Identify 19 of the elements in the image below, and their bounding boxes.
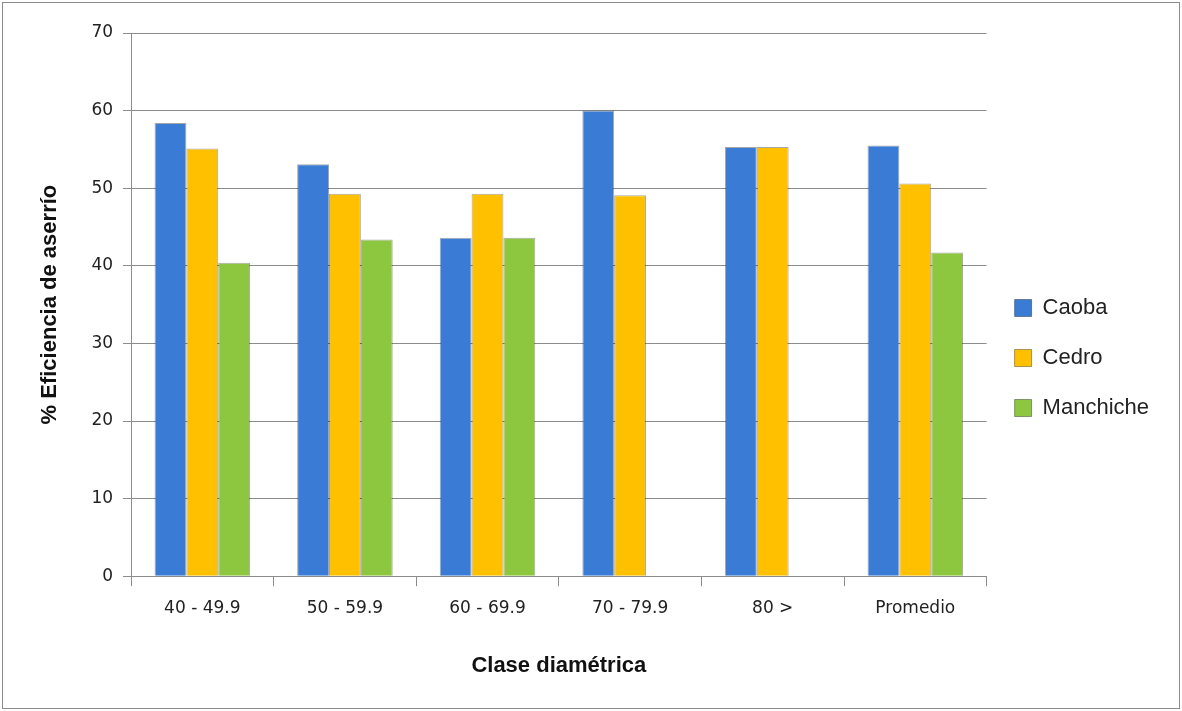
x-tick-label: Promedio [875, 596, 956, 617]
y-tick-label: 0 [102, 564, 114, 585]
legend-label: Caoba [1042, 294, 1109, 320]
y-tick-label: 50 [91, 176, 114, 197]
y-tick-label: 60 [91, 99, 114, 120]
x-tick-label: 40 - 49.9 [164, 596, 241, 617]
y-tick-label: 70 [91, 21, 114, 42]
x-tick-label: 50 - 59.9 [306, 596, 384, 617]
y-tick-label: 20 [91, 409, 114, 430]
y-tick-label: 10 [91, 487, 114, 508]
y-tick-label: 40 [91, 254, 114, 275]
x-tick-label: 70 - 79.9 [591, 596, 669, 617]
y-tick-label: 30 [91, 331, 114, 352]
legend-label: Manchiche [1042, 394, 1149, 420]
x-axis-title: Clase diamétrica [471, 651, 648, 677]
y-axis-title: % Eficiencia de aserrío [36, 184, 62, 425]
x-tick-label: 60 - 69.9 [449, 596, 526, 617]
legend-label: Cedro [1042, 344, 1103, 370]
x-tick-label: 80 > [752, 596, 794, 617]
